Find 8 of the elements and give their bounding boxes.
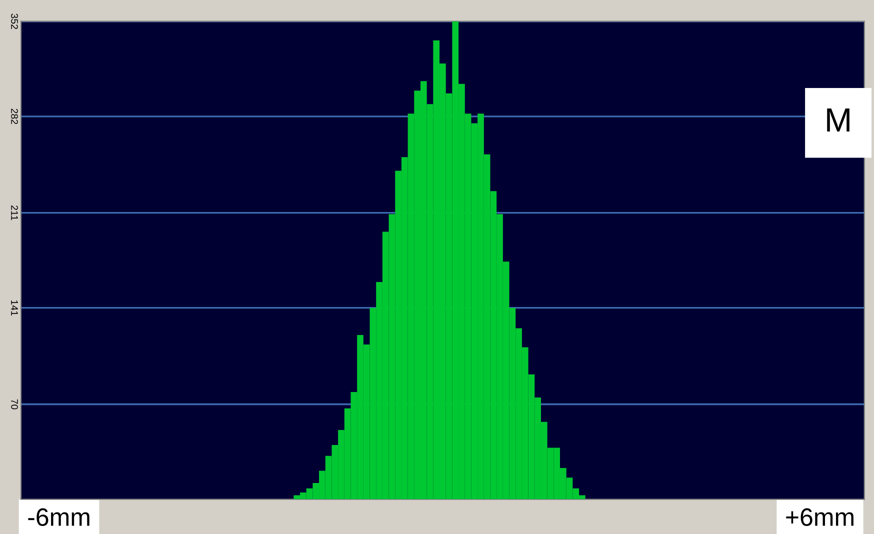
y-tick-label: 211 [11,206,18,220]
x-tick-label: +6mm [786,508,854,526]
y-tick-label: 282 [11,108,18,124]
annotation: M [827,108,850,132]
y-tick-label: 70 [11,399,18,410]
y-tick-label: 352 [11,14,18,29]
y-tick-label: 141 [11,300,18,316]
x-tick-label: -6mm [28,508,90,526]
